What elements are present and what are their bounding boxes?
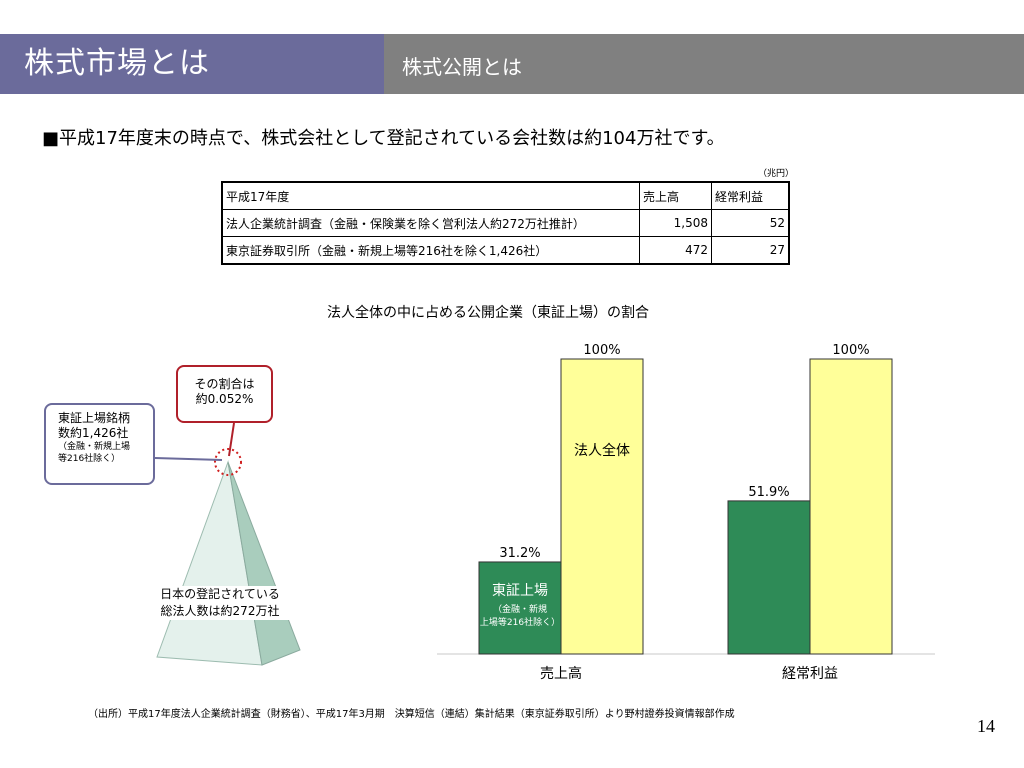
tse-connector <box>154 457 223 461</box>
series-label-all: 法人全体 <box>574 442 630 459</box>
tse-callout-note: 等216社除く） <box>58 454 121 464</box>
ratio-callout-line: その割合は <box>194 377 255 391</box>
table-cell: 52 <box>711 209 790 237</box>
series-sublabel-tse: （金融・新規 <box>493 603 547 615</box>
table-row: 法人企業統計調査（金融・保険業を除く営利法人約272万社推計） 1,508 52 <box>221 209 790 237</box>
financial-table: 平成17年度 売上高 経常利益 法人企業統計調査（金融・保険業を除く営利法人約2… <box>221 181 790 265</box>
data-label: 100% <box>832 343 869 358</box>
slide-title: 株式市場とは <box>0 34 384 94</box>
tse-highlight-circle <box>214 448 242 476</box>
data-label: 31.2% <box>499 546 540 561</box>
series-sublabel-tse: 上場等216社除く） <box>480 616 560 628</box>
tse-callout-line: 数約1,426社 <box>58 426 129 440</box>
pyramid-label-line: 日本の登記されている <box>160 587 280 601</box>
table-unit: （兆円） <box>758 169 795 179</box>
table-header-row: 平成17年度 売上高 経常利益 <box>221 181 790 210</box>
table-cell: 1,508 <box>639 209 712 237</box>
bar-all-0 <box>560 358 644 655</box>
pyramid-label-line: 総法人数は約272万社 <box>160 604 280 618</box>
series-label-tse: 東証上場 <box>492 583 548 599</box>
ratio-callout: その割合は 約0.052% <box>176 365 273 423</box>
table-cell: 27 <box>711 236 790 265</box>
bar-all-1 <box>809 358 893 655</box>
data-label: 100% <box>583 343 620 358</box>
bar-tse-1 <box>727 500 811 655</box>
table-header-cell: 売上高 <box>639 181 712 210</box>
category-label: 売上高 <box>540 665 582 682</box>
table-cell: 472 <box>639 236 712 265</box>
page-number: 14 <box>977 716 995 736</box>
chart-title: 法人全体の中に占める公開企業（東証上場）の割合 <box>327 305 649 321</box>
ratio-callout-line: 約0.052% <box>195 392 254 406</box>
ratio-connector <box>228 422 235 457</box>
tse-callout-line: 東証上場銘柄 <box>58 411 131 425</box>
pyramid-label: 日本の登記されている 総法人数は約272万社 <box>150 586 290 620</box>
slide-subtitle: 株式公開とは <box>384 34 1024 94</box>
table-cell: 法人企業統計調査（金融・保険業を除く営利法人約272万社推計） <box>221 209 640 237</box>
bar-tse-0 <box>478 561 562 655</box>
tse-callout-note: （金融・新規上場 <box>58 442 131 452</box>
table-cell: 東京証券取引所（金融・新規上場等216社を除く1,426社） <box>221 236 640 265</box>
lead-text: ■平成17年度末の時点で、株式会社として登記されている会社数は約104万社です。 <box>42 128 725 149</box>
table-header-cell: 経常利益 <box>711 181 790 210</box>
data-label: 51.9% <box>748 485 789 500</box>
category-label: 経常利益 <box>782 666 838 682</box>
table-row: 東京証券取引所（金融・新規上場等216社を除く1,426社） 472 27 <box>221 236 790 265</box>
source-note: （出所）平成17年度法人企業統計調査（財務省）、平成17年3月期 決算短信（連結… <box>88 709 735 720</box>
tse-callout: 東証上場銘柄 数約1,426社 （金融・新規上場 等216社除く） <box>44 403 155 485</box>
